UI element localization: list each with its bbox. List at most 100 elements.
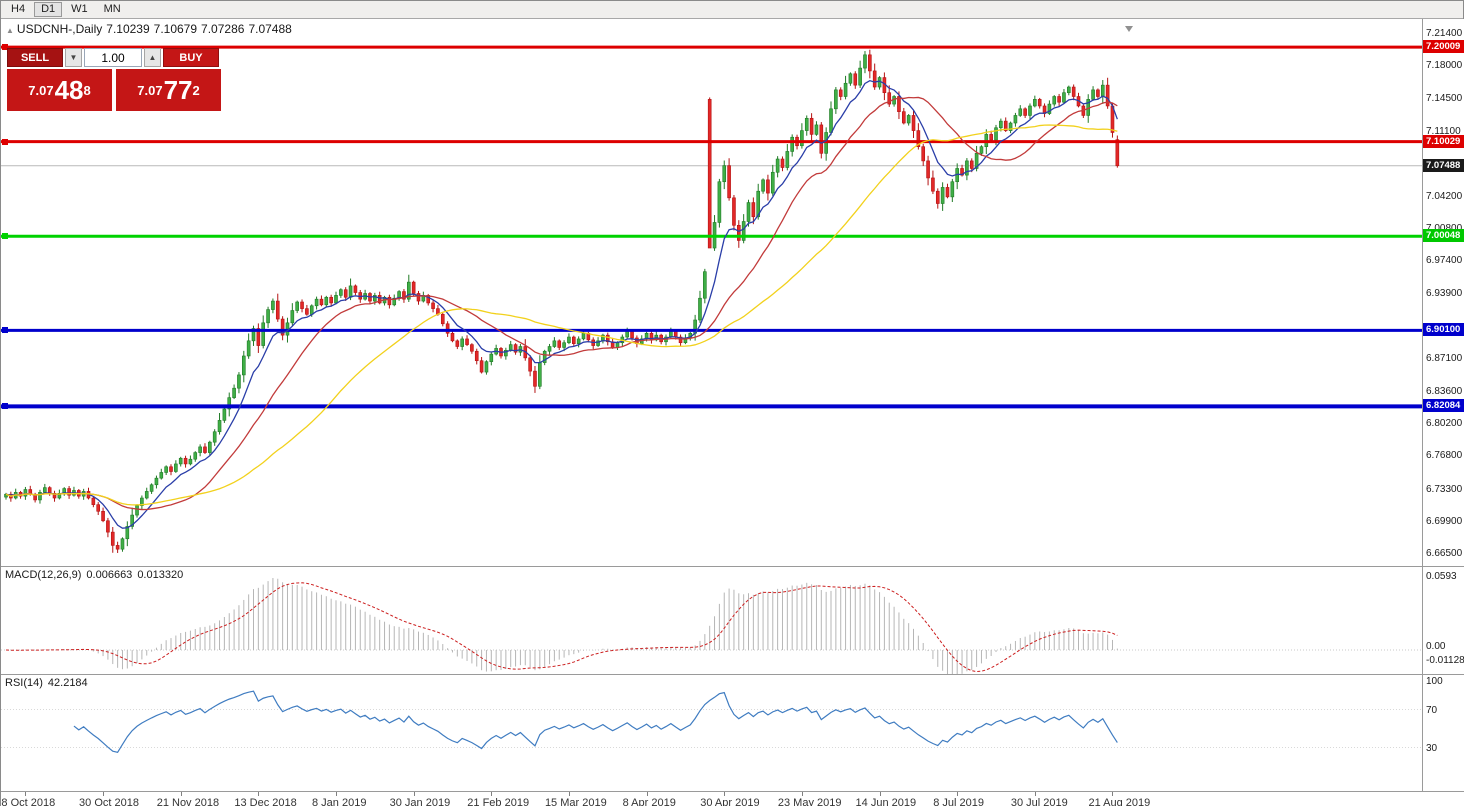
time-tick-label: 8 Oct 2018 (1, 797, 56, 806)
time-tick (1112, 792, 1114, 796)
time-tick (646, 792, 648, 796)
time-tick-label: 21 Nov 2018 (156, 797, 220, 806)
macd-value-axis[interactable]: 0.0593 0.00 -0.011289 (1422, 566, 1464, 674)
price-tick-label: 7.11100 (1426, 125, 1461, 137)
macd-name: MACD(12,26,9) (5, 569, 82, 581)
collapse-arrow-icon[interactable]: ▲ (6, 26, 14, 35)
macd-tick-label: -0.011289 (1426, 655, 1464, 666)
price-tick-label: 7.00800 (1426, 223, 1462, 235)
time-tick-label: 30 Jul 2019 (1010, 797, 1068, 806)
price-tick-label: 6.69900 (1426, 515, 1463, 527)
quote-close: 7.07488 (248, 22, 292, 36)
chart-title: ▲ USDCNH-,Daily 7.10239 7.10679 7.07286 7.074… (6, 22, 292, 36)
hline-handle[interactable] (2, 138, 8, 145)
price-line-badge: 7.10029 (1423, 134, 1464, 148)
time-tick (879, 792, 881, 796)
buy-price-big: 77 (163, 75, 193, 105)
buy-price-display[interactable]: 7.07 77 2 (116, 69, 221, 111)
timeframe-toolbar: H4 D1 W1 MN (1, 1, 1463, 19)
timeframe-button-d1[interactable]: D1 (34, 2, 63, 17)
candlestick-chart-canvas[interactable] (1, 19, 1422, 566)
time-tick-label: 13 Dec 2018 (234, 797, 297, 806)
time-tick-label: 15 Mar 2019 (544, 797, 607, 806)
macd-label: MACD(12,26,9) 0.006663 0.013320 (5, 569, 188, 581)
rsi-tick-label: 30 (1426, 742, 1438, 754)
rsi-tick-label: 100 (1426, 676, 1443, 687)
volume-decrease-button[interactable]: ▼ (65, 48, 82, 67)
sell-price-big: 48 (54, 75, 84, 105)
time-tick (103, 792, 105, 796)
price-line-badge: 7.20009 (1423, 40, 1464, 54)
price-line-badge: 6.82084 (1423, 399, 1464, 413)
time-tick (180, 792, 182, 796)
time-tick (1034, 792, 1036, 796)
price-tick-label: 7.18000 (1426, 60, 1463, 72)
price-tick-label: 7.21400 (1426, 28, 1463, 39)
price-tick-label: 6.97400 (1426, 255, 1463, 267)
rsi-tick-label: 70 (1426, 704, 1438, 716)
price-line-badge: 7.00048 (1423, 229, 1464, 243)
price-axis[interactable]: 7.21400 7.18000 7.14500 7.11100 7.04200 7.008… (1422, 19, 1464, 566)
sell-price-pip: 8 (83, 82, 91, 98)
rsi-label: RSI(14) 42.2184 (5, 677, 93, 689)
time-tick-label: 21 Aug 2019 (1088, 797, 1151, 806)
time-tick-label: 8 Apr 2019 (622, 797, 676, 806)
hline-handle[interactable] (2, 44, 8, 51)
price-tick-label: 6.80200 (1426, 418, 1463, 430)
sell-price-main: 7.07 (28, 82, 54, 98)
volume-input[interactable] (84, 48, 142, 67)
macd-panel[interactable]: MACD(12,26,9) 0.006663 0.013320 (1, 566, 1422, 674)
main-chart-panel[interactable]: ▲ USDCNH-,Daily 7.10239 7.10679 7.07286 7.074… (1, 19, 1422, 566)
time-tick (491, 792, 493, 796)
time-tick-label: 23 May 2019 (777, 797, 842, 806)
timeframe-button-h4[interactable]: H4 (4, 2, 32, 17)
timeframe-button-w1[interactable]: W1 (64, 2, 95, 17)
symbol-period-label: USDCNH-,Daily (16, 22, 103, 36)
time-tick-label: 14 Jun 2019 (855, 797, 917, 806)
price-tick-label: 6.83600 (1426, 385, 1463, 397)
price-tick-label: 7.04200 (1426, 190, 1463, 202)
time-tick (724, 792, 726, 796)
rsi-panel[interactable]: RSI(14) 42.2184 (1, 674, 1422, 791)
time-tick (568, 792, 570, 796)
macd-signal-value: 0.013320 (137, 569, 184, 581)
time-tick-label: 8 Jul 2019 (933, 797, 984, 806)
time-tick (957, 792, 959, 796)
time-tick-label: 30 Apr 2019 (700, 797, 760, 806)
macd-tick-label: 0.0593 (1426, 571, 1457, 582)
hline-handle[interactable] (2, 327, 8, 334)
macd-chart-canvas[interactable] (1, 567, 1422, 674)
price-line-badge: 7.07488 (1423, 158, 1464, 172)
time-tick-label: 30 Jan 2019 (389, 797, 451, 806)
price-tick-label: 7.14500 (1426, 93, 1463, 105)
price-tick-label: 6.66500 (1426, 547, 1463, 559)
volume-increase-button[interactable]: ▲ (144, 48, 161, 67)
macd-value: 0.006663 (86, 569, 133, 581)
buy-price-main: 7.07 (137, 82, 163, 98)
rsi-value: 42.2184 (47, 677, 88, 689)
rsi-value-axis[interactable]: 100 70 30 (1422, 674, 1464, 791)
time-tick-label: 21 Feb 2019 (467, 797, 530, 806)
sell-button[interactable]: SELL (7, 48, 63, 67)
sell-price-display[interactable]: 7.07 48 8 (7, 69, 112, 111)
buy-price-pip: 2 (192, 82, 200, 98)
time-tick (25, 792, 27, 796)
hline-handle[interactable] (2, 403, 8, 410)
price-line-badge: 6.90100 (1423, 323, 1464, 337)
time-axis[interactable]: 8 Oct 2018 30 Oct 2018 21 Nov 2018 13 Dec 2… (1, 791, 1464, 806)
rsi-name: RSI(14) (5, 677, 43, 689)
timeframe-button-mn[interactable]: MN (97, 2, 128, 17)
buy-button[interactable]: BUY (163, 48, 219, 67)
quote-high: 7.10679 (153, 22, 198, 36)
price-tick-label: 6.93900 (1426, 288, 1463, 300)
hline-handle[interactable] (2, 233, 8, 240)
price-tick-label: 6.76800 (1426, 450, 1463, 462)
chart-shift-marker-icon[interactable] (1125, 26, 1133, 32)
price-tick-label: 6.73300 (1426, 483, 1463, 495)
time-tick (336, 792, 337, 796)
rsi-chart-canvas[interactable] (1, 675, 1422, 791)
price-tick-label: 6.87100 (1426, 352, 1463, 364)
time-tick (413, 792, 415, 796)
